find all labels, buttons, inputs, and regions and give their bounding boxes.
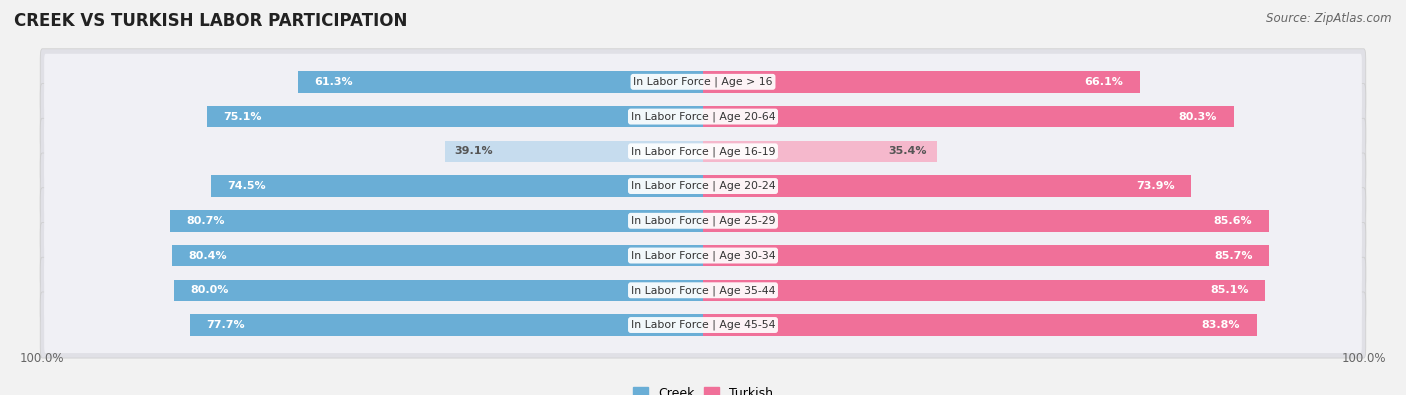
Text: 85.7%: 85.7% xyxy=(1215,250,1253,261)
Text: In Labor Force | Age > 16: In Labor Force | Age > 16 xyxy=(633,77,773,87)
Text: 74.5%: 74.5% xyxy=(228,181,266,191)
FancyBboxPatch shape xyxy=(41,222,1365,289)
FancyBboxPatch shape xyxy=(41,188,1365,254)
FancyBboxPatch shape xyxy=(41,118,1365,184)
Text: 80.3%: 80.3% xyxy=(1178,111,1218,122)
Bar xyxy=(703,141,936,162)
FancyBboxPatch shape xyxy=(44,123,1362,179)
FancyBboxPatch shape xyxy=(41,292,1365,358)
Text: 85.1%: 85.1% xyxy=(1211,285,1249,295)
Text: 83.8%: 83.8% xyxy=(1202,320,1240,330)
Text: In Labor Force | Age 30-34: In Labor Force | Age 30-34 xyxy=(631,250,775,261)
Text: In Labor Force | Age 45-54: In Labor Force | Age 45-54 xyxy=(631,320,775,330)
FancyBboxPatch shape xyxy=(44,262,1362,318)
Bar xyxy=(172,245,703,266)
Text: 85.6%: 85.6% xyxy=(1213,216,1253,226)
Bar xyxy=(174,280,703,301)
Bar xyxy=(190,314,703,336)
FancyBboxPatch shape xyxy=(41,153,1365,219)
Text: CREEK VS TURKISH LABOR PARTICIPATION: CREEK VS TURKISH LABOR PARTICIPATION xyxy=(14,12,408,30)
Text: 75.1%: 75.1% xyxy=(224,111,262,122)
Bar xyxy=(703,245,1270,266)
FancyBboxPatch shape xyxy=(44,88,1362,145)
Text: In Labor Force | Age 35-44: In Labor Force | Age 35-44 xyxy=(631,285,775,295)
Text: In Labor Force | Age 25-29: In Labor Force | Age 25-29 xyxy=(631,216,775,226)
Text: 77.7%: 77.7% xyxy=(207,320,245,330)
FancyBboxPatch shape xyxy=(44,193,1362,249)
Bar xyxy=(170,210,703,231)
FancyBboxPatch shape xyxy=(41,257,1365,324)
Text: In Labor Force | Age 16-19: In Labor Force | Age 16-19 xyxy=(631,146,775,156)
Bar xyxy=(703,106,1233,127)
Legend: Creek, Turkish: Creek, Turkish xyxy=(628,382,778,395)
FancyBboxPatch shape xyxy=(44,297,1362,353)
Bar xyxy=(298,71,703,92)
FancyBboxPatch shape xyxy=(41,49,1365,115)
FancyBboxPatch shape xyxy=(44,228,1362,284)
Bar xyxy=(703,314,1257,336)
Text: In Labor Force | Age 20-24: In Labor Force | Age 20-24 xyxy=(631,181,775,191)
Text: 80.7%: 80.7% xyxy=(186,216,225,226)
FancyBboxPatch shape xyxy=(44,158,1362,214)
Text: 80.4%: 80.4% xyxy=(188,250,226,261)
FancyBboxPatch shape xyxy=(44,54,1362,110)
Text: 35.4%: 35.4% xyxy=(889,146,927,156)
Text: In Labor Force | Age 20-64: In Labor Force | Age 20-64 xyxy=(631,111,775,122)
Text: 80.0%: 80.0% xyxy=(191,285,229,295)
FancyBboxPatch shape xyxy=(41,83,1365,150)
Bar xyxy=(703,175,1191,197)
Text: 61.3%: 61.3% xyxy=(315,77,353,87)
Bar xyxy=(703,71,1140,92)
Bar xyxy=(703,210,1268,231)
Text: 73.9%: 73.9% xyxy=(1136,181,1175,191)
Bar xyxy=(444,141,703,162)
Text: 39.1%: 39.1% xyxy=(454,146,494,156)
Bar xyxy=(211,175,703,197)
Text: 66.1%: 66.1% xyxy=(1084,77,1123,87)
Text: Source: ZipAtlas.com: Source: ZipAtlas.com xyxy=(1267,12,1392,25)
Bar xyxy=(703,280,1265,301)
Bar xyxy=(207,106,703,127)
